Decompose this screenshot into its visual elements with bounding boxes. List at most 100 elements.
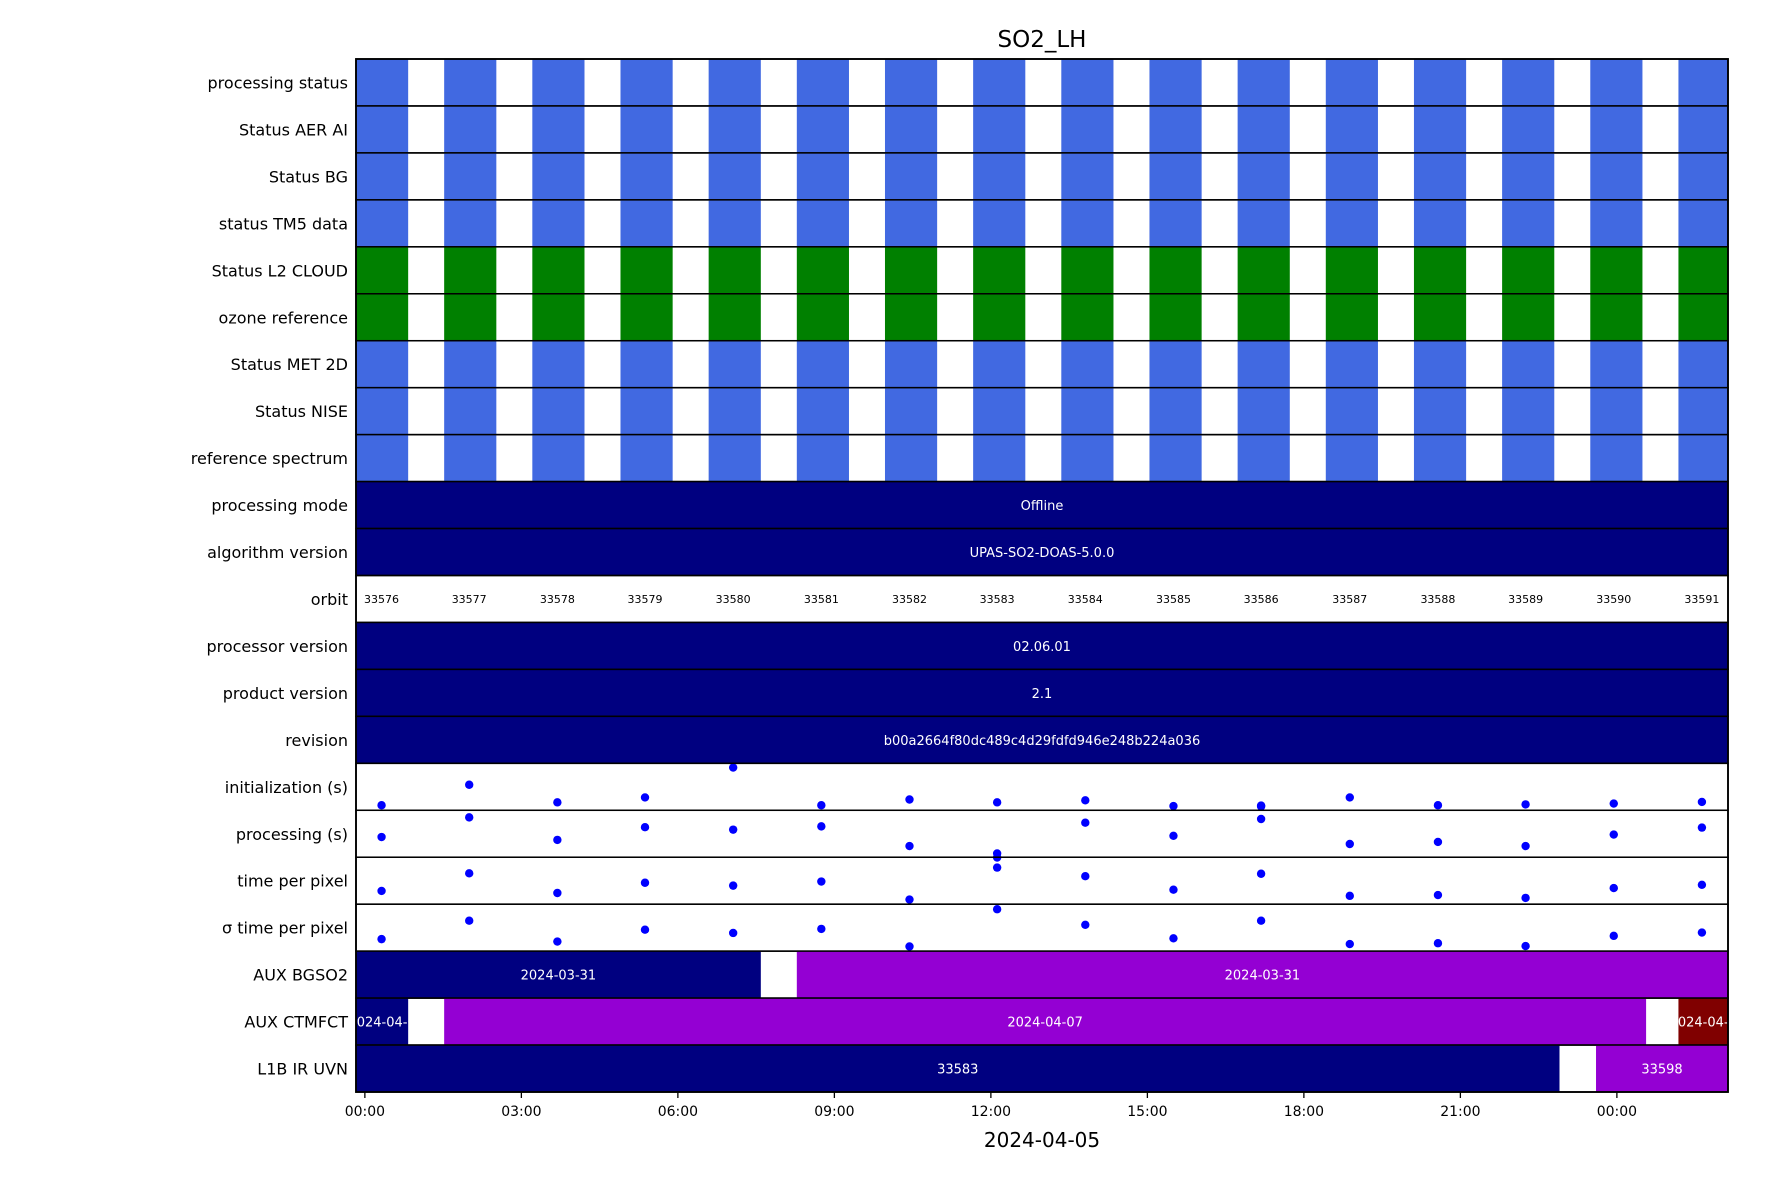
orbit-block xyxy=(796,152,849,200)
segment-bar xyxy=(1678,998,1728,1046)
row-label: L1B IR UVN xyxy=(257,1060,348,1079)
row-11: orbit 33576 33577 33578 33579 33580 33581 33582… xyxy=(311,574,1729,624)
data-point xyxy=(465,869,474,878)
data-point xyxy=(1697,797,1707,807)
orbit-block xyxy=(1678,246,1728,294)
data-point xyxy=(1081,920,1090,929)
row-label: processing mode xyxy=(211,496,348,515)
orbit-block xyxy=(1590,293,1643,341)
orbit-block xyxy=(1678,59,1728,106)
orbit-block xyxy=(1502,59,1555,106)
row-10: algorithm version UPAS-SO2-DOAS-5.0.0 xyxy=(207,527,1729,577)
segment-label: 2024-03-31 xyxy=(521,969,597,984)
row-label: processing status xyxy=(208,73,348,92)
data-point xyxy=(640,822,650,832)
data-point xyxy=(1697,928,1707,937)
orbit-block xyxy=(1678,199,1728,247)
orbit-block xyxy=(444,246,497,294)
row-9: processing mode Offline xyxy=(211,480,1729,530)
row-label: initialization (s) xyxy=(225,778,348,797)
data-point xyxy=(465,916,474,925)
orbit-block xyxy=(532,199,585,247)
orbit-label: 33585 xyxy=(1156,593,1191,606)
data-point xyxy=(1609,883,1618,893)
data-point xyxy=(1433,837,1443,847)
data-point xyxy=(905,795,914,804)
orbit-block xyxy=(973,152,1026,200)
row-label: reference spectrum xyxy=(191,449,348,468)
orbit-block xyxy=(1590,59,1643,106)
orbit-block xyxy=(356,434,409,482)
orbit-block xyxy=(884,105,938,153)
data-point xyxy=(905,895,914,904)
data-point xyxy=(640,793,650,802)
orbit-block xyxy=(444,199,497,247)
orbit-block xyxy=(1590,199,1643,247)
orbit-block xyxy=(620,340,673,388)
orbit-block xyxy=(1325,199,1378,247)
orbit-block xyxy=(1590,387,1643,435)
orbit-block xyxy=(1149,105,1202,153)
orbit-block xyxy=(1149,434,1202,482)
orbit-block xyxy=(1413,434,1467,482)
orbit-block xyxy=(1237,387,1290,435)
row-20: AUX CTMFCT 2024-04-0 2024-04-07 2024-04-0 xyxy=(244,997,1737,1046)
orbit-block xyxy=(444,152,497,200)
orbit-block xyxy=(1325,340,1378,388)
orbit-block xyxy=(1678,152,1728,200)
orbit-block xyxy=(708,387,761,435)
orbit-block xyxy=(1413,105,1467,153)
data-point xyxy=(992,905,1002,914)
orbit-block xyxy=(973,293,1026,341)
orbit-label: 33588 xyxy=(1420,593,1455,606)
orbit-label: 33586 xyxy=(1244,593,1279,606)
orbit-block xyxy=(1590,105,1643,153)
orbit-block xyxy=(1678,105,1728,153)
orbit-block xyxy=(1237,246,1290,294)
data-point xyxy=(377,832,386,842)
orbit-block xyxy=(1502,152,1555,200)
orbit-block xyxy=(1061,246,1114,294)
orbit-block xyxy=(1325,152,1378,200)
orbit-block xyxy=(1413,387,1467,435)
row-label: ozone reference xyxy=(219,308,348,327)
orbit-block xyxy=(708,340,761,388)
segment-bar xyxy=(356,622,1728,670)
data-point xyxy=(1256,802,1266,811)
data-point xyxy=(1081,796,1090,805)
row-17: time per pixel xyxy=(237,856,1729,905)
orbit-block xyxy=(796,434,849,482)
orbit-block xyxy=(620,59,673,106)
data-point xyxy=(728,928,738,938)
orbit-block xyxy=(973,340,1026,388)
data-point xyxy=(1521,941,1530,951)
orbit-block xyxy=(973,59,1026,106)
orbit-block xyxy=(1413,199,1467,247)
row-label: orbit xyxy=(311,590,348,609)
orbit-block xyxy=(1413,59,1467,106)
data-point xyxy=(1169,885,1178,894)
orbit-block xyxy=(356,152,409,200)
data-point xyxy=(1345,939,1354,949)
orbit-label: 33589 xyxy=(1508,593,1543,606)
data-point xyxy=(728,763,738,772)
orbit-block xyxy=(1678,434,1728,482)
orbit-block xyxy=(532,434,585,482)
segment-label: 33598 xyxy=(1641,1063,1682,1078)
row-12: processor version 02.06.01 xyxy=(206,621,1729,671)
row-label: Status AER AI xyxy=(239,120,348,139)
segment-label: UPAS-SO2-DOAS-5.0.0 xyxy=(970,546,1115,561)
row-21: L1B IR UVN 33583 33598 xyxy=(257,1044,1729,1093)
orbit-block xyxy=(708,434,761,482)
segment-bar xyxy=(796,951,1728,999)
row-1: Status AER AI xyxy=(239,105,1729,154)
segment-label: 2024-03-31 xyxy=(1225,969,1301,984)
data-point xyxy=(1697,880,1707,889)
data-point xyxy=(1521,841,1530,851)
orbit-block xyxy=(1678,340,1728,388)
row-label: AUX CTMFCT xyxy=(244,1013,348,1032)
orbit-block xyxy=(1502,434,1555,482)
orbit-block xyxy=(708,199,761,247)
row-label: σ time per pixel xyxy=(222,919,348,938)
orbit-label: 33579 xyxy=(628,593,663,606)
